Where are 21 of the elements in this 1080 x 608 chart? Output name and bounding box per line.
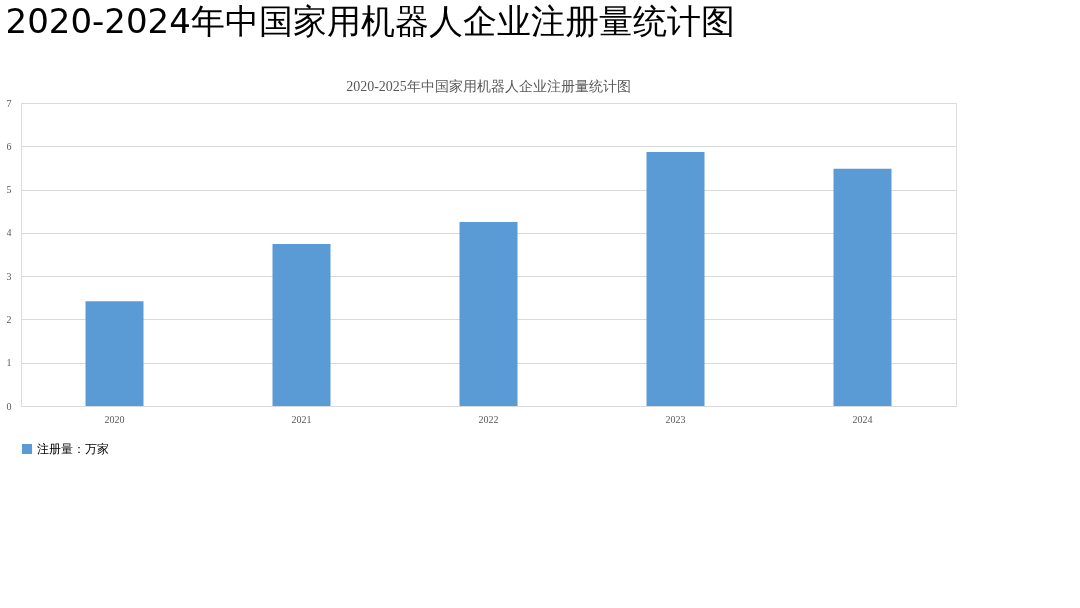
y-tick-label: 2 xyxy=(6,313,12,325)
y-tick-label: 0 xyxy=(6,400,12,412)
bar xyxy=(646,151,705,406)
x-tick-label: 2023 xyxy=(665,413,686,425)
x-tick-label: 2021 xyxy=(291,413,312,425)
chart-subtitle: 2020-2025年中国家用机器人企业注册量统计图 xyxy=(346,79,631,94)
y-tick-label: 1 xyxy=(6,357,12,369)
chart-title: 2020-2024年中国家用机器人企业注册量统计图 xyxy=(5,0,735,41)
bar xyxy=(85,301,144,406)
y-tick-label: 6 xyxy=(6,140,12,152)
x-tick-label: 2024 xyxy=(852,413,873,425)
y-tick-label: 4 xyxy=(6,227,12,239)
y-tick-label: 3 xyxy=(6,270,12,282)
bar xyxy=(272,244,331,406)
y-tick-label: 7 xyxy=(6,97,12,109)
legend-label: 注册量：万家 xyxy=(37,442,109,456)
bar xyxy=(833,168,892,406)
x-tick-label: 2022 xyxy=(478,413,499,425)
bar xyxy=(459,222,518,406)
x-tick-label: 2020 xyxy=(104,413,125,425)
y-tick-label: 5 xyxy=(6,184,12,196)
